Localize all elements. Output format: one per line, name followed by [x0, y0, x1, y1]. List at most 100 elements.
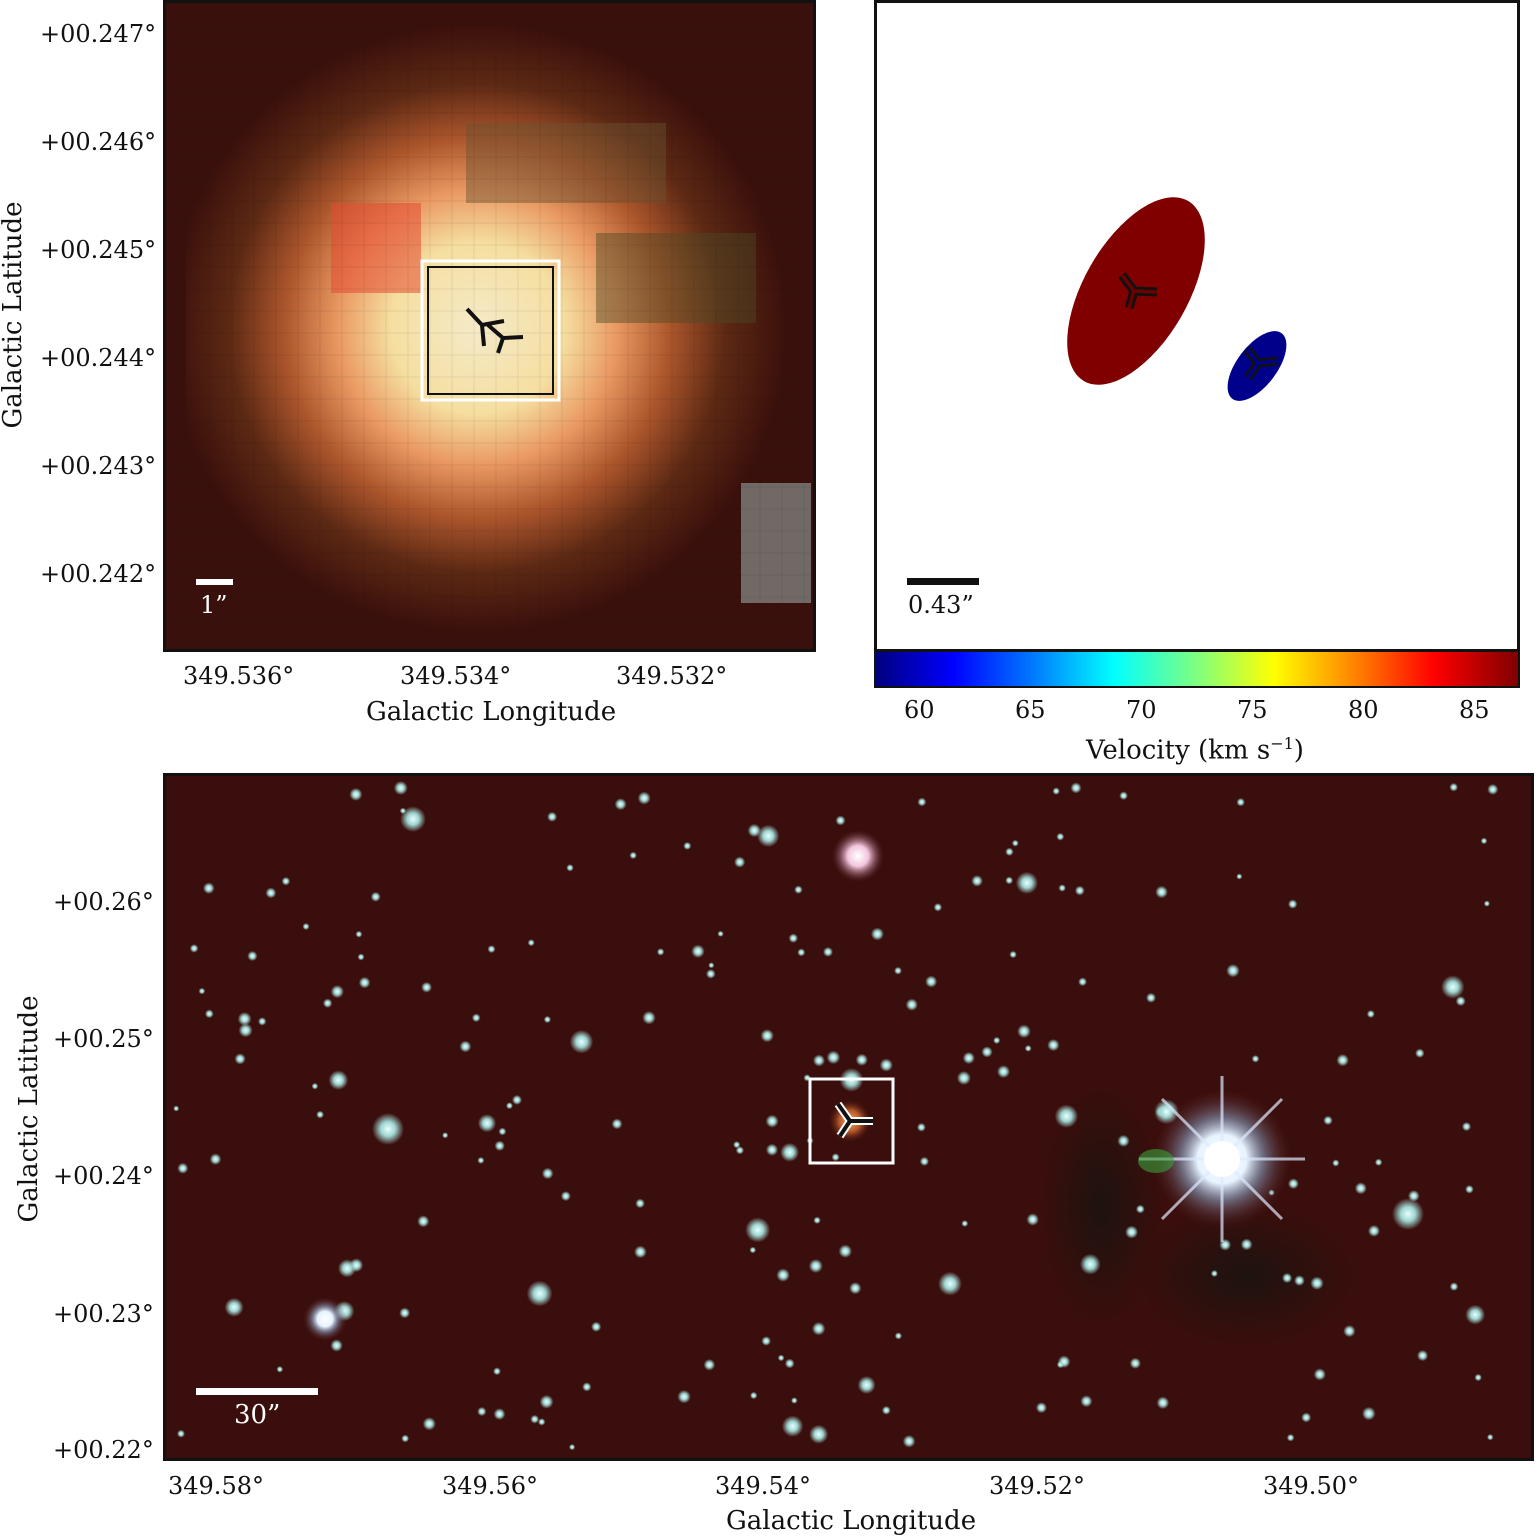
x-tick: 349.54°: [715, 1472, 811, 1500]
star: [894, 966, 902, 975]
scalebar: [907, 578, 979, 585]
y-tick: +00.243°: [40, 452, 157, 480]
maser-marker-icon: [465, 307, 524, 354]
star: [849, 1282, 862, 1295]
star: [1288, 899, 1298, 909]
star: [749, 1246, 757, 1254]
star: [826, 1050, 841, 1065]
maser-velocity-panel: 0.43”: [874, 0, 1520, 652]
x-tick: 349.58°: [168, 1472, 264, 1500]
maser-marker-icon: [1245, 347, 1279, 379]
star: [1056, 1361, 1064, 1369]
y-axis-title: Galactic Latitude: [14, 995, 44, 1223]
star: [1336, 1054, 1349, 1067]
star: [1323, 1115, 1333, 1126]
star: [566, 864, 574, 872]
star: [526, 1280, 553, 1307]
star: [459, 1040, 472, 1053]
star: [750, 1391, 758, 1400]
star: [933, 903, 943, 912]
star: [1366, 1010, 1375, 1018]
star: [962, 1051, 975, 1065]
star: [981, 1046, 993, 1058]
star: [1487, 783, 1499, 795]
star: [538, 1418, 546, 1426]
y-tick: +00.26°: [53, 888, 154, 916]
star: [809, 1424, 829, 1444]
star: [302, 923, 310, 930]
colorbar-tick: 60: [904, 696, 935, 724]
star: [1415, 1048, 1425, 1058]
zoom-box-inner: [427, 266, 554, 395]
star: [1155, 885, 1168, 899]
star: [791, 1397, 798, 1404]
star: [258, 1017, 267, 1026]
colorbar-label-close: ): [1293, 735, 1304, 766]
x-axis-title: Galactic Longitude: [366, 697, 617, 727]
y-tick: +00.242°: [40, 560, 157, 588]
colorbar-tick: 75: [1237, 696, 1268, 724]
star: [777, 1354, 785, 1362]
star: [442, 1132, 449, 1139]
star: [400, 806, 426, 832]
star: [316, 1110, 324, 1119]
star: [780, 1142, 799, 1162]
star: [1117, 1134, 1130, 1147]
star: [813, 1216, 821, 1224]
star: [691, 944, 705, 958]
y-tick: +00.23°: [53, 1300, 154, 1328]
star: [330, 985, 344, 999]
star: [1052, 787, 1060, 795]
star: [494, 1140, 505, 1151]
star: [894, 1332, 903, 1340]
star: [238, 1023, 253, 1038]
star: [823, 946, 833, 957]
star: [757, 824, 780, 848]
star: [541, 1167, 554, 1180]
scalebar: [196, 1388, 318, 1395]
star: [1465, 1304, 1486, 1325]
star: [1294, 1275, 1305, 1286]
star: [784, 1358, 795, 1369]
star: [421, 981, 432, 993]
star: [1465, 1185, 1474, 1194]
star: [203, 882, 215, 894]
star: [635, 1198, 645, 1209]
star: [1286, 1433, 1295, 1442]
star: [1301, 1412, 1312, 1423]
star: [311, 1082, 319, 1090]
star: [370, 891, 381, 902]
star: [1236, 873, 1243, 880]
star: [812, 1322, 826, 1336]
colorbar-label-text: Velocity (km s: [1086, 735, 1271, 766]
star: [477, 1406, 487, 1417]
star: [322, 998, 333, 1008]
star: [1119, 791, 1128, 800]
star: [776, 1268, 790, 1282]
target-box: [808, 1077, 895, 1165]
y-axis-title: Galactic Latitude: [0, 201, 28, 429]
y-tick: +00.22°: [53, 1436, 154, 1464]
star: [1017, 1024, 1031, 1039]
colorbar-label: Velocity (km s−1): [1086, 734, 1304, 766]
star: [1480, 837, 1488, 845]
star: [1474, 1373, 1482, 1382]
star: [1483, 900, 1490, 907]
y-tick: +00.245°: [40, 236, 157, 264]
colorbar-label-exp: −1: [1270, 734, 1294, 753]
x-tick: 349.536°: [183, 662, 295, 690]
star: [1078, 977, 1087, 987]
wide-field-rgb-image: [166, 776, 1531, 1458]
star: [808, 1259, 823, 1273]
star: [173, 1105, 180, 1112]
star: [1054, 1104, 1079, 1128]
star: [247, 950, 258, 962]
star: [237, 1012, 252, 1026]
star: [1362, 1406, 1376, 1421]
star: [1058, 884, 1066, 892]
velocity-colorbar: [874, 650, 1520, 688]
star: [477, 1114, 497, 1133]
star: [276, 1366, 284, 1373]
star: [569, 1444, 576, 1451]
star: [917, 1122, 926, 1132]
